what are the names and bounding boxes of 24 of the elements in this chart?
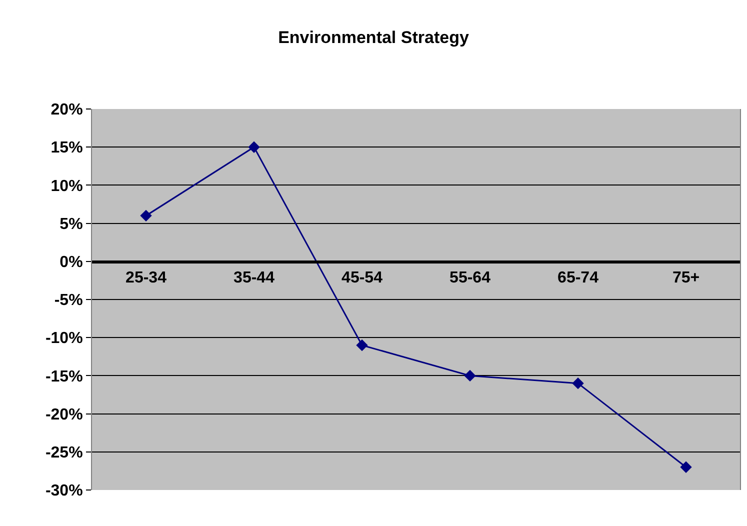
y-tick-label: 0% (60, 254, 83, 271)
chart-title: Environmental Strategy (278, 28, 470, 47)
point (356, 339, 368, 352)
point (680, 461, 692, 473)
point (464, 370, 476, 382)
y-tick-label: 5% (60, 216, 83, 233)
x-tick-label: 35-44 (234, 270, 275, 287)
y-tick-label: -25% (45, 444, 83, 462)
x-tick-label: 25-34 (126, 270, 167, 287)
y-tick-label: -5% (54, 292, 83, 310)
y-tick-label: 20% (50, 102, 83, 119)
y-tick-label: 10% (50, 178, 83, 195)
x-tick-label: 75+ (672, 270, 700, 287)
y-tick-label: -10% (45, 330, 83, 348)
x-tick-label: 55-64 (450, 270, 491, 287)
y-tick-label: -30% (45, 482, 83, 500)
y-tick-label: -20% (45, 406, 83, 424)
x-tick-label: 65-74 (558, 270, 599, 287)
point (248, 141, 260, 153)
point (572, 377, 584, 390)
point (140, 210, 152, 222)
x-tick-label: 45-54 (342, 270, 383, 287)
y-tick-label: 15% (50, 140, 83, 157)
y-tick-label: -15% (45, 368, 83, 386)
